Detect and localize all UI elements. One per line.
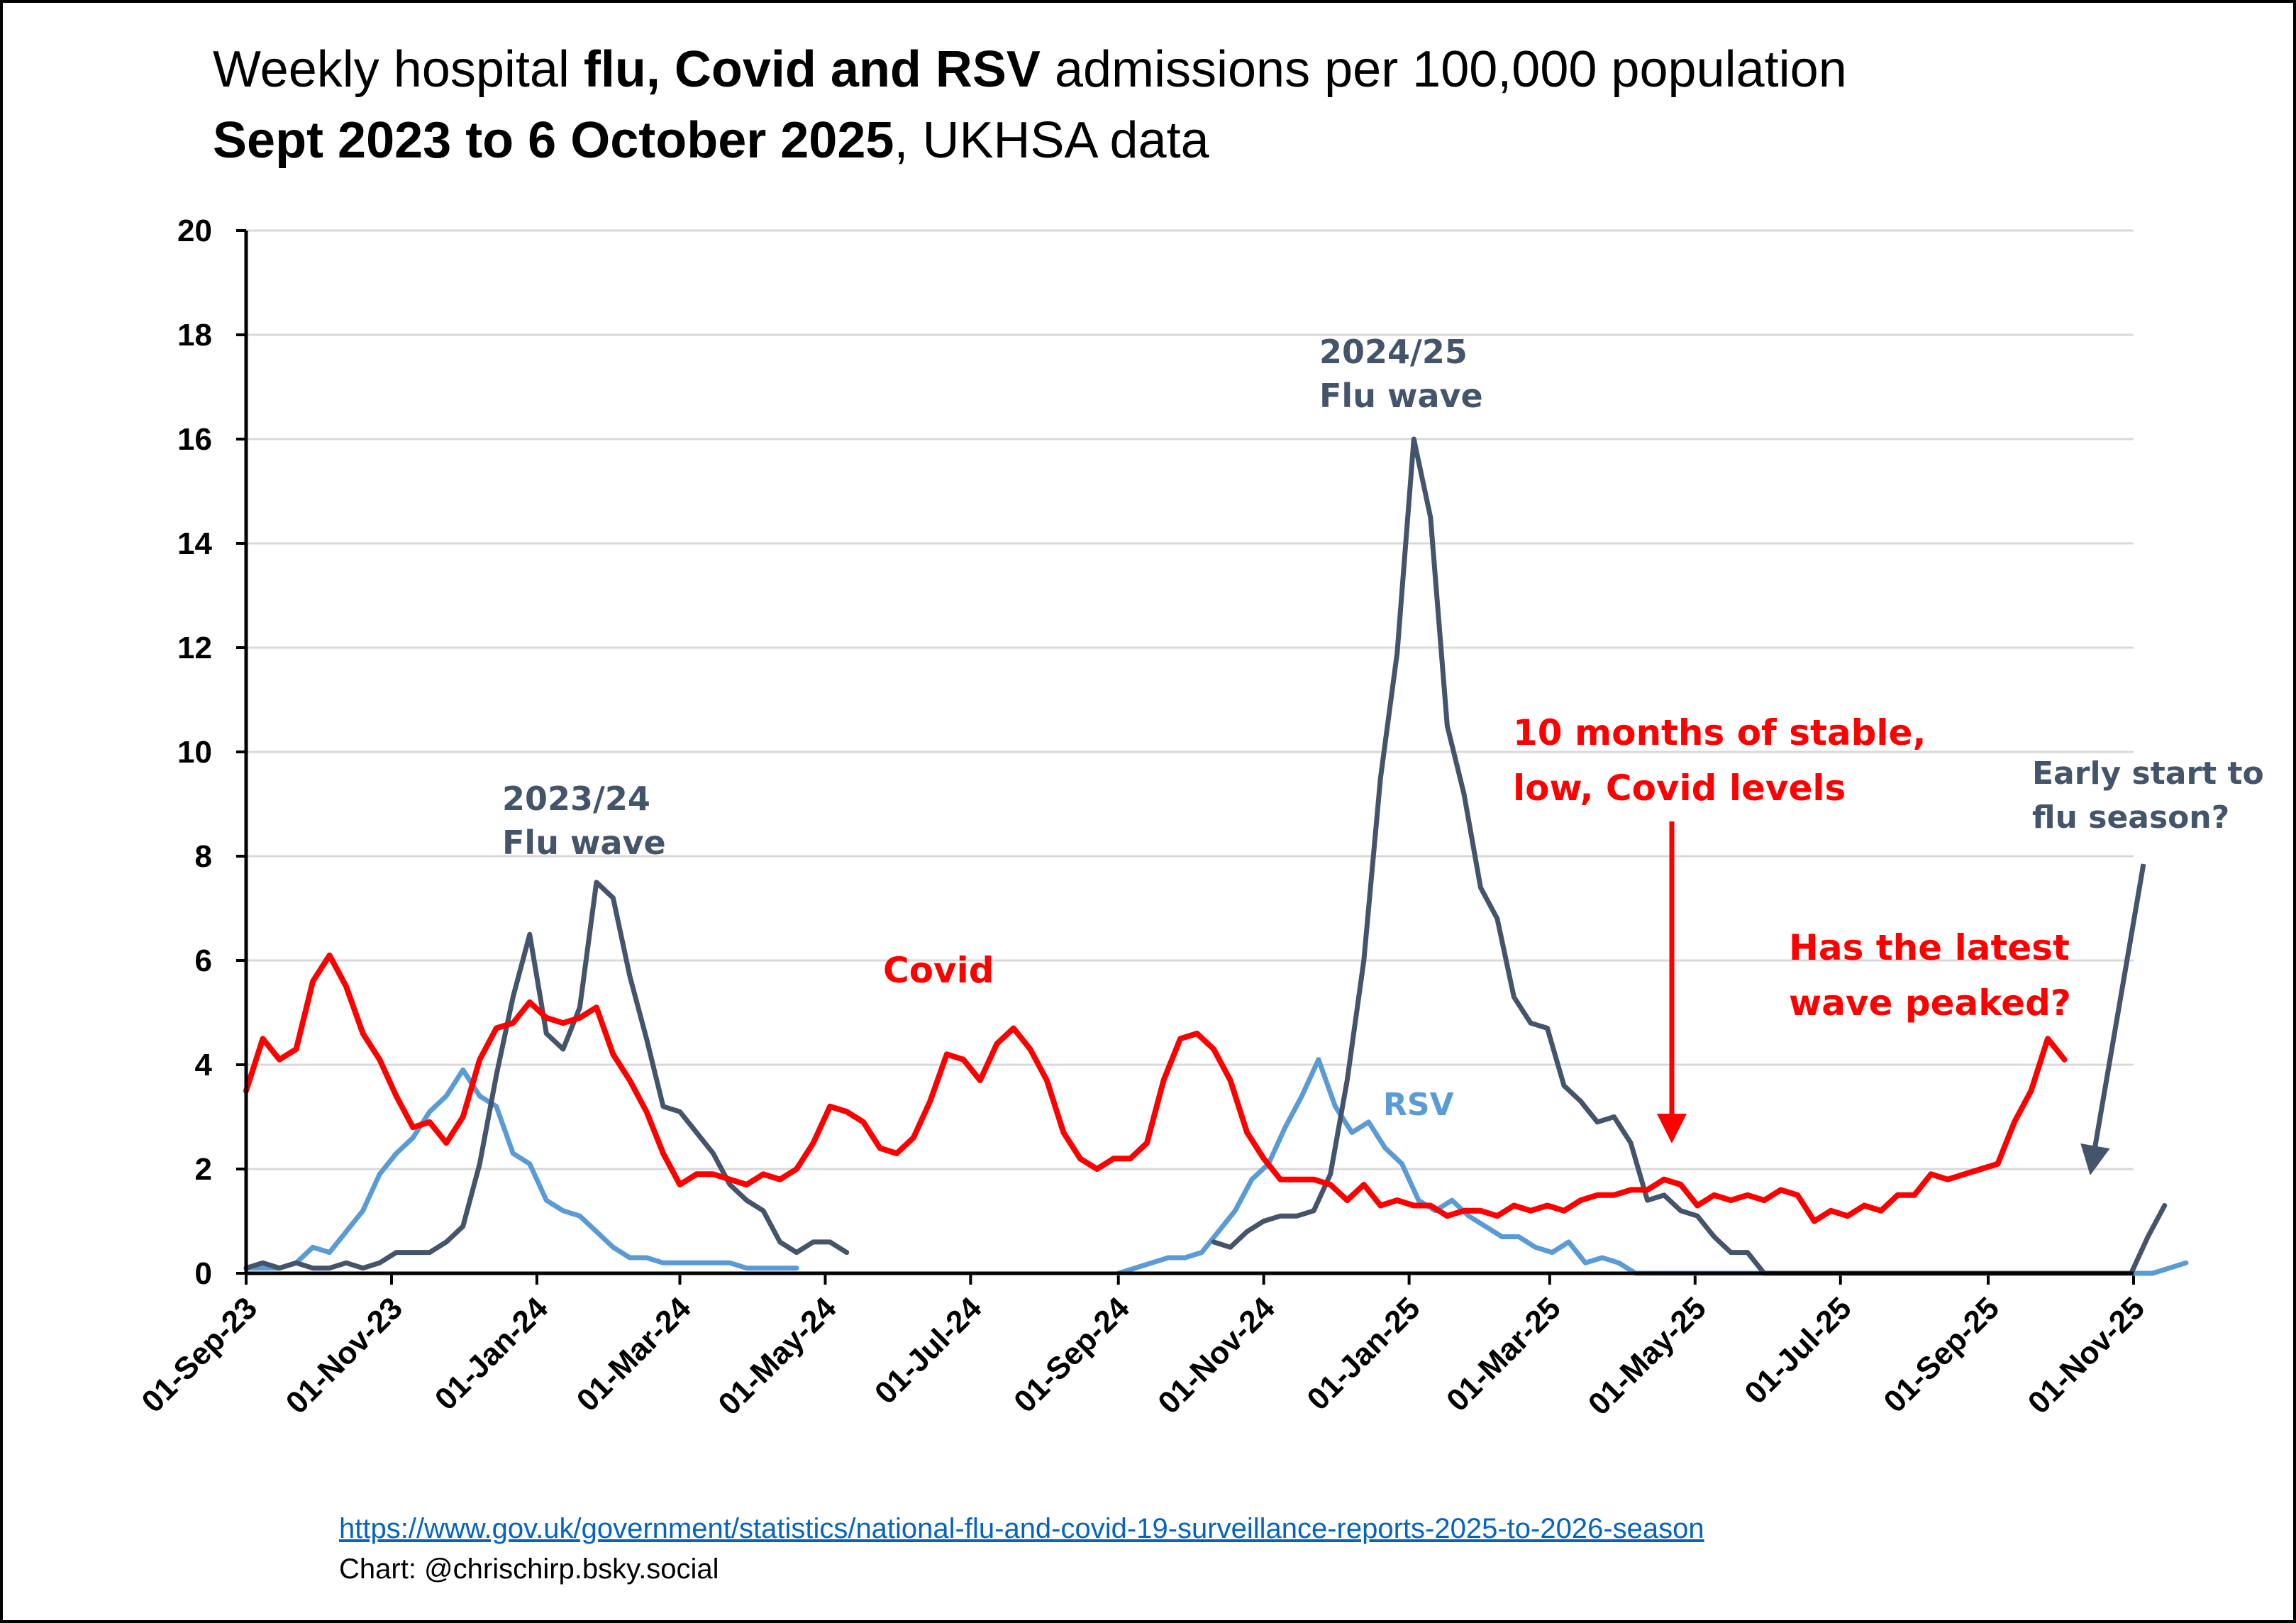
x-tick-label: 01-May-25 [1582, 1290, 1713, 1422]
flu-2324-label-line1: 2023/24 [502, 780, 650, 818]
y-tick-label: 16 [177, 422, 212, 457]
chart-title-line1: Weekly hospital flu, Covid and RSV admis… [213, 41, 1847, 98]
chart-credit: Chart: @chrischirp.bsky.social [339, 1553, 719, 1585]
x-axis-ticks: 01-Sep-23 01-Nov-23 01-Jan-24 01-Mar-24 01-M… [135, 1273, 2151, 1422]
covid-series-line [243, 952, 2068, 1224]
x-tick-label: 01-May-24 [711, 1290, 843, 1422]
y-tick-label: 8 [195, 839, 212, 874]
flu-2425-label-line1: 2024/25 [1319, 333, 1468, 371]
x-tick-label: 01-Sep-23 [135, 1290, 264, 1419]
peaked-label-line1: Has the latest [1789, 927, 2070, 968]
x-tick-label: 01-Jul-25 [1738, 1290, 1858, 1411]
gridlines [246, 229, 2134, 1170]
x-tick-label: 01-Nov-24 [1151, 1290, 1282, 1421]
y-tick-label: 6 [195, 943, 212, 978]
x-tick-label: 01-Sep-24 [1007, 1290, 1136, 1419]
x-tick-label: 01-Nov-23 [279, 1290, 409, 1420]
rsv-series-line [243, 1067, 799, 1271]
covid-label: Covid [883, 950, 994, 991]
rsv-series-line [1116, 1057, 2189, 1276]
x-tick-label: 01-Mar-25 [1440, 1290, 1568, 1418]
flu-2425-label-line2: Flu wave [1319, 377, 1483, 415]
y-tick-label: 2 [195, 1152, 212, 1187]
y-tick-label: 10 [177, 735, 212, 770]
peaked-label-line2: wave peaked? [1789, 982, 2071, 1024]
y-tick-label: 20 [177, 214, 212, 248]
x-tick-label: 01-Jan-24 [428, 1290, 555, 1417]
y-axis-ticks: 0 2 4 6 8 10 12 14 16 18 20 [177, 214, 246, 1291]
rsv-label: RSV [1383, 1087, 1454, 1123]
y-tick-label: 0 [195, 1256, 212, 1291]
flu-series-line [243, 880, 850, 1271]
x-tick-label: 01-Mar-24 [570, 1290, 698, 1418]
x-tick-label: 01-Jul-24 [868, 1290, 989, 1411]
y-tick-label: 14 [177, 526, 212, 561]
flu-2324-label-line2: Flu wave [502, 824, 666, 862]
x-tick-label: 01-Nov-25 [2022, 1290, 2151, 1420]
y-tick-label: 12 [177, 631, 212, 665]
early-start-label-line1: Early start to [2032, 755, 2264, 792]
early-start-label-line2: flu season? [2032, 799, 2229, 836]
early-start-arrow [2080, 863, 2146, 1175]
chart-title-line2: Sept 2023 to 6 October 2025, UKHSA data [213, 112, 1210, 169]
y-tick-label: 18 [177, 318, 212, 353]
x-tick-label: 01-Jan-25 [1300, 1290, 1426, 1417]
stable-label-line2: low, Covid levels [1513, 768, 1846, 809]
stable-label-line1: 10 months of stable, [1513, 712, 1926, 753]
y-tick-label: 4 [195, 1048, 213, 1082]
x-tick-label: 01-Sep-25 [1877, 1290, 2006, 1419]
source-link[interactable]: https://www.gov.uk/government/statistics… [339, 1513, 1704, 1544]
